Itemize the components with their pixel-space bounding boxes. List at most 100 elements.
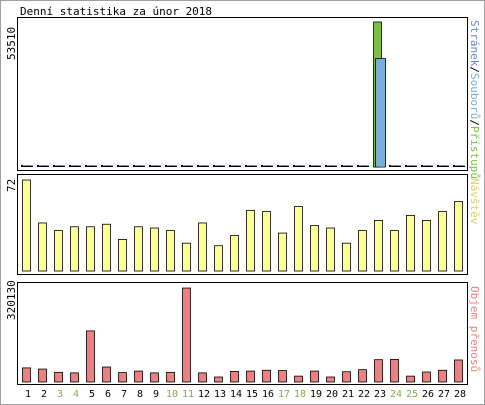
requests-bar-pages [41, 165, 47, 166]
x-tick-label: 19 [310, 389, 322, 400]
x-tick-label: 17 [278, 389, 290, 400]
visits-bar [54, 230, 63, 272]
visits-bar [422, 220, 431, 272]
requests-bar-pages [121, 165, 127, 166]
requests-bar-pages [281, 165, 287, 166]
visits-ymax-label: 72 [5, 179, 18, 192]
requests-bar-pages [297, 165, 303, 166]
transfer-ymax-label: 320130 [5, 280, 18, 320]
transfer-panel-frame [17, 282, 468, 385]
x-tick-label: 9 [153, 389, 159, 400]
requests-legend-part-sep: / [468, 66, 481, 73]
transfer-bar [262, 369, 271, 383]
x-tick-label: 1 [25, 389, 31, 400]
x-tick-label: 22 [358, 389, 370, 400]
transfer-bar [422, 371, 431, 383]
visits-bar [278, 232, 287, 272]
x-tick-label: 11 [182, 389, 194, 400]
requests-bar-pages [457, 165, 463, 166]
requests-legend-part-sep: / [468, 119, 481, 126]
transfer-bar [374, 359, 383, 383]
transfer-bar [294, 375, 303, 383]
x-tick-label: 6 [105, 389, 111, 400]
transfer-bar [342, 371, 351, 383]
transfer-bar [150, 372, 159, 383]
x-tick-label: 15 [246, 389, 258, 400]
visits-bar [326, 227, 335, 272]
requests-bar-pages [153, 165, 159, 166]
requests-bar-pages [233, 165, 239, 166]
requests-bar-pages [185, 165, 191, 166]
requests-bar-pages [361, 165, 367, 166]
x-tick-label: 2 [41, 389, 47, 400]
visits-bar [310, 225, 319, 272]
x-axis-labels: 1 2 3 4 5 6 7 8 9 10 11 12 13 14 15 16 17 18 19 20 21 22 23 24 2… [25, 389, 466, 400]
requests-bar-pages [329, 165, 335, 166]
transfer-bar [182, 287, 191, 383]
visits-bar [182, 242, 191, 272]
transfer-bar [406, 375, 415, 383]
transfer-legend: Objem přenosů [468, 286, 481, 372]
visits-bar [358, 230, 367, 272]
requests-bar-files [375, 58, 386, 168]
visits-bar [150, 227, 159, 272]
x-tick-label: 8 [137, 389, 143, 400]
requests-panel-frame [17, 17, 468, 171]
requests-bar-pages [201, 165, 207, 166]
visits-legend: Návštěv [468, 178, 481, 225]
visits-bar [22, 179, 31, 272]
requests-bar-pages [393, 165, 399, 166]
x-tick-label: 23 [374, 389, 386, 400]
transfer-bar [198, 372, 207, 383]
visits-bar [230, 235, 239, 272]
visits-bar [262, 211, 271, 272]
requests-ymax-label: 53510 [5, 27, 18, 60]
transfer-bar [118, 372, 127, 383]
visits-bar [454, 201, 463, 272]
visits-bar [118, 239, 127, 272]
requests-bar-pages [345, 165, 351, 166]
visits-bar [38, 222, 47, 272]
transfer-bar [310, 370, 319, 383]
requests-legend-part-files: Souborů [468, 73, 481, 119]
visits-bar [214, 245, 223, 272]
visits-bar [198, 222, 207, 272]
transfer-bar [246, 370, 255, 383]
transfer-bar [454, 359, 463, 383]
requests-bar-pages [89, 165, 95, 166]
x-tick-label: 7 [121, 389, 127, 400]
x-tick-label: 5 [89, 389, 95, 400]
transfer-bar [86, 330, 95, 383]
transfer-bar [326, 376, 335, 383]
visits-bar [294, 206, 303, 272]
transfer-bar [70, 372, 79, 383]
requests-bar-pages [409, 165, 415, 166]
x-tick-label: 26 [422, 389, 434, 400]
transfer-bar [278, 370, 287, 383]
x-tick-label: 24 [390, 389, 402, 400]
x-tick-label: 28 [454, 389, 466, 400]
chart-title: Denní statistika za únor 2018 [20, 5, 212, 18]
x-tick-label: 27 [438, 389, 450, 400]
visits-bar [246, 209, 255, 272]
x-tick-label: 10 [166, 389, 178, 400]
requests-legend-part-pages: Stránek [468, 20, 481, 67]
requests-bar-pages [105, 165, 111, 166]
transfer-bar [54, 371, 63, 383]
transfer-bar [102, 366, 111, 383]
x-tick-label: 12 [198, 389, 210, 400]
requests-bar-pages [73, 165, 79, 166]
requests-legend: Stránek/Souborů/Přístupů [468, 20, 481, 179]
visits-bar [86, 226, 95, 272]
requests-bar-pages [377, 166, 384, 167]
visits-bar [70, 226, 79, 272]
requests-bar-pages [137, 165, 143, 166]
x-tick-label: 20 [326, 389, 338, 400]
transfer-bar [22, 367, 31, 383]
x-tick-label: 4 [73, 389, 79, 400]
x-tick-label: 25 [406, 389, 418, 400]
transfer-bar [390, 358, 399, 383]
x-tick-label: 18 [294, 389, 306, 400]
visits-bar [134, 226, 143, 272]
